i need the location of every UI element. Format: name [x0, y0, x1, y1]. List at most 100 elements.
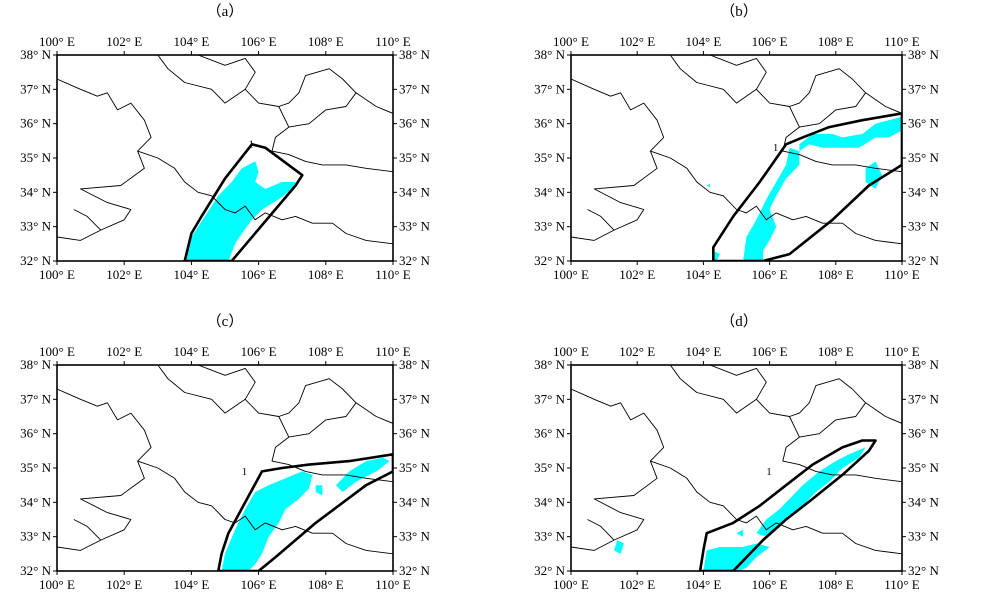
shaded-region [614, 540, 624, 554]
panel-label-b: （b） [720, 3, 758, 20]
lon-tick-label: 106° E [241, 34, 277, 49]
map-area-d [571, 365, 902, 571]
province-border [669, 55, 757, 104]
lat-tick-label: 32° N [908, 563, 939, 578]
lat-tick-label: 32° N [534, 563, 565, 578]
province-border [789, 68, 867, 128]
lon-tick-label: 102° E [106, 34, 142, 49]
lat-tick-label: 35° N [399, 460, 430, 475]
lon-tick-label: 110° E [375, 34, 410, 49]
lat-tick-label: 32° N [399, 253, 430, 268]
lat-tick-label: 37° N [534, 81, 565, 96]
map-area-a [57, 55, 393, 261]
map-area-b [571, 55, 902, 261]
lat-tick-label: 35° N [908, 460, 939, 475]
panel-label-a: （a） [207, 3, 244, 20]
lon-tick-label: 110° E [375, 267, 410, 282]
lat-tick-label: 34° N [20, 494, 51, 509]
lon-tick-label: 102° E [106, 267, 142, 282]
lat-tick-label: 34° N [534, 494, 565, 509]
province-border [669, 365, 757, 414]
lat-tick-label: 37° N [908, 391, 939, 406]
lat-tick-label: 38° N [908, 357, 939, 372]
shaded-region [184, 161, 296, 261]
lon-tick-label: 106° E [752, 34, 788, 49]
lon-tick-label: 106° E [752, 577, 788, 592]
map-frame [570, 54, 903, 262]
lat-tick-label: 32° N [908, 253, 939, 268]
lat-tick-label: 36° N [399, 116, 430, 131]
lon-tick-label: 108° E [308, 267, 344, 282]
lat-tick-label: 38° N [908, 47, 939, 62]
lat-tick-label: 33° N [399, 529, 430, 544]
lon-tick-label: 108° E [818, 267, 854, 282]
map-frame [570, 364, 903, 572]
province-border [709, 365, 902, 483]
province-border [865, 402, 902, 424]
shaded-region [743, 116, 902, 261]
lat-tick-label: 38° N [20, 47, 51, 62]
shaded-region [221, 471, 313, 571]
lat-tick-label: 33° N [534, 219, 565, 234]
lat-tick-label: 35° N [534, 150, 565, 165]
province-border [650, 460, 902, 555]
province-border [355, 92, 393, 114]
lat-tick-label: 36° N [399, 426, 430, 441]
lon-tick-label: 104° E [173, 577, 209, 592]
lat-tick-label: 33° N [534, 529, 565, 544]
lon-tick-label: 104° E [685, 344, 721, 359]
lat-tick-label: 38° N [399, 357, 430, 372]
lon-tick-label: 100° E [39, 267, 75, 282]
lon-tick-label: 102° E [619, 267, 655, 282]
lon-tick-label: 106° E [752, 267, 788, 282]
lat-tick-label: 37° N [908, 81, 939, 96]
lat-tick-label: 38° N [534, 357, 565, 372]
shaded-region [315, 485, 323, 496]
lon-tick-label: 108° E [818, 577, 854, 592]
lon-tick-label: 104° E [173, 34, 209, 49]
lat-tick-label: 38° N [534, 47, 565, 62]
province-border [865, 92, 902, 114]
lon-tick-label: 100° E [39, 577, 75, 592]
lat-tick-label: 35° N [534, 460, 565, 475]
lat-tick-label: 33° N [908, 529, 939, 544]
province-border [650, 150, 902, 245]
lon-tick-label: 106° E [752, 344, 788, 359]
lon-tick-label: 104° E [685, 577, 721, 592]
province-border [137, 150, 393, 245]
lon-tick-label: 110° E [884, 344, 919, 359]
contour-label-a: 1 [249, 139, 255, 151]
lat-tick-label: 32° N [399, 563, 430, 578]
lat-tick-label: 38° N [20, 357, 51, 372]
lon-tick-label: 100° E [553, 34, 589, 49]
shaded-region [706, 183, 710, 188]
lat-tick-label: 34° N [399, 494, 430, 509]
lat-tick-label: 34° N [534, 184, 565, 199]
lon-tick-label: 106° E [241, 344, 277, 359]
lat-tick-label: 37° N [20, 81, 51, 96]
lon-tick-label: 102° E [106, 344, 142, 359]
lon-tick-label: 110° E [884, 577, 919, 592]
province-border [57, 78, 152, 241]
map-panel-b: （b） 100° E 100° E 102° E 102° E 104° E 104° E… [534, 3, 939, 282]
province-border [157, 55, 246, 104]
lon-tick-label: 102° E [619, 344, 655, 359]
lon-tick-label: 102° E [619, 34, 655, 49]
lon-tick-label: 104° E [173, 344, 209, 359]
lat-tick-label: 37° N [20, 391, 51, 406]
shaded-region [713, 250, 720, 261]
province-border [197, 55, 393, 173]
lat-tick-label: 37° N [399, 81, 430, 96]
lat-tick-label: 32° N [20, 563, 51, 578]
lon-tick-label: 110° E [375, 344, 410, 359]
lat-tick-label: 32° N [534, 253, 565, 268]
panel-label-c: （c） [207, 313, 244, 330]
lat-tick-label: 33° N [908, 219, 939, 234]
lon-tick-label: 104° E [173, 267, 209, 282]
lat-tick-label: 36° N [20, 426, 51, 441]
province-border [278, 68, 357, 128]
province-border [709, 55, 902, 173]
lat-tick-label: 35° N [399, 150, 430, 165]
shaded-region [756, 447, 866, 537]
lon-tick-label: 108° E [308, 577, 344, 592]
